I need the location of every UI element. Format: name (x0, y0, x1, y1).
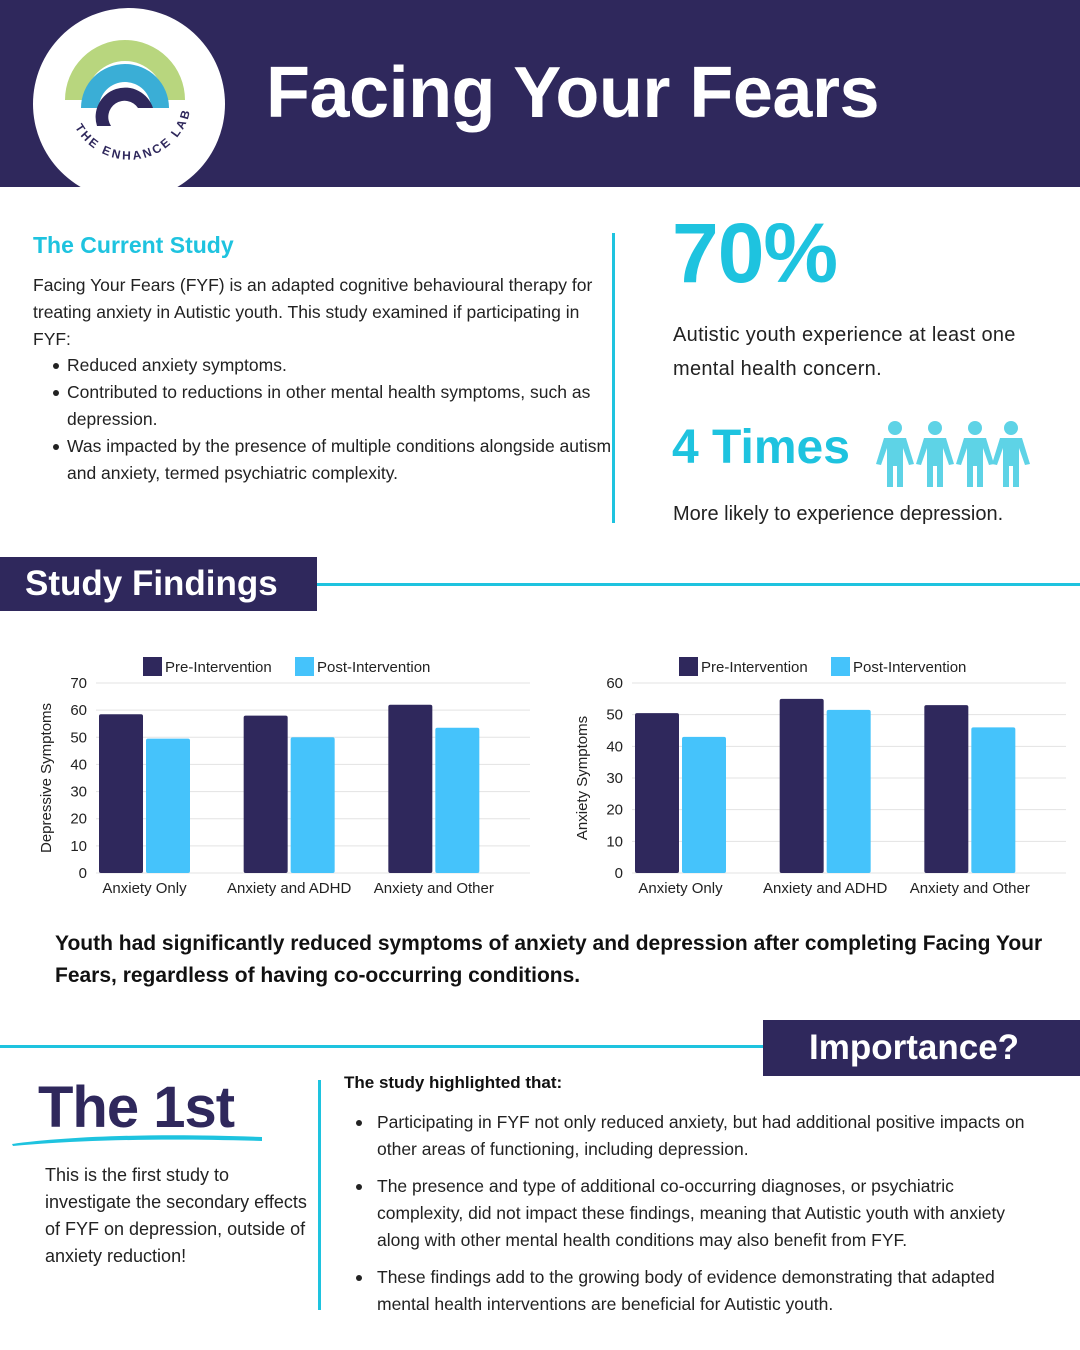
bar-post (435, 727, 480, 873)
vertical-divider (612, 233, 615, 523)
y-axis-label: Anxiety Symptoms (574, 716, 591, 840)
legend-label: Post-Intervention (853, 659, 966, 676)
x-tick-label: Anxiety and ADHD (227, 880, 351, 897)
list-item: These findings add to the growing body o… (344, 1264, 1044, 1318)
list-item: Contributed to reductions in other menta… (33, 379, 613, 433)
legend-label: Post-Intervention (317, 659, 430, 676)
legend-swatch (831, 657, 850, 676)
vertical-divider (318, 1080, 321, 1310)
importance-divider (0, 1045, 763, 1048)
x-tick-label: Anxiety and Other (910, 880, 1030, 897)
y-tick-label: 50 (70, 729, 87, 746)
y-tick-label: 20 (606, 802, 623, 819)
legend-label: Pre-Intervention (165, 659, 272, 676)
y-tick-label: 10 (606, 833, 623, 850)
y-tick-label: 30 (606, 770, 623, 787)
current-study-heading: The Current Study (33, 232, 234, 258)
bar-pre (635, 713, 679, 873)
findings-divider (317, 583, 1080, 586)
current-study-bullets: Reduced anxiety symptoms. Contributed to… (33, 352, 613, 487)
x-tick-label: Anxiety Only (102, 880, 187, 897)
current-study-intro: Facing Your Fears (FYF) is an adapted co… (33, 275, 593, 349)
bar-post (971, 727, 1016, 873)
y-tick-label: 40 (70, 756, 87, 773)
stat-percent-text: Autistic youth experience at least one m… (673, 324, 1016, 380)
stat-times: 4 Times (672, 421, 850, 474)
logo-graphic: THE ENHANCE LAB (65, 40, 193, 163)
x-tick-label: Anxiety and Other (374, 880, 494, 897)
enhance-lab-logo: THE ENHANCE LAB (33, 8, 225, 200)
y-axis-label: Depressive Symptoms (38, 703, 55, 853)
first-study-title: The 1st (38, 1075, 235, 1140)
y-tick-label: 10 (70, 838, 87, 855)
stat-times-text: More likely to experience depression. (673, 503, 1004, 525)
list-item: Was impacted by the presence of multiple… (33, 433, 613, 487)
header-banner: THE ENHANCE LAB Facing Your Fears (0, 0, 1080, 200)
anxiety-symptoms-chart: 0 10 20 30 40 50 60 Anxiety Symptoms Anxiety Onl… (574, 657, 1066, 897)
y-tick-label: 30 (70, 784, 87, 801)
y-tick-label: 60 (70, 702, 87, 719)
y-tick-label: 40 (606, 738, 623, 755)
bar-pre (99, 714, 143, 873)
list-item: Reduced anxiety symptoms. (33, 352, 613, 379)
depressive-symptoms-chart: 0 10 20 30 40 50 60 70 Depressive Symptoms Anxiet… (38, 657, 530, 897)
x-tick-label: Anxiety and ADHD (763, 880, 887, 897)
legend-swatch (295, 657, 314, 676)
importance-bullets: Participating in FYF not only reduced an… (344, 1109, 1044, 1328)
list-item: The presence and type of additional co-o… (344, 1173, 1044, 1254)
brush-underline (12, 1135, 262, 1146)
y-tick-label: 0 (615, 865, 623, 882)
legend-swatch (679, 657, 698, 676)
people-icon (876, 421, 1030, 487)
logo-text: THE ENHANCE LAB (72, 106, 191, 163)
bar-post (826, 709, 871, 873)
importance-banner: Importance? (763, 1020, 1080, 1076)
legend-label: Pre-Intervention (701, 659, 808, 676)
bar-pre (779, 698, 824, 873)
finding-statement: Youth had significantly reduced symptoms… (55, 932, 1043, 987)
page-title: Facing Your Fears (266, 53, 880, 133)
y-tick-label: 50 (606, 707, 623, 724)
importance-heading: The study highlighted that: (344, 1073, 563, 1092)
bar-post (146, 738, 190, 873)
list-item: Participating in FYF not only reduced an… (344, 1109, 1044, 1163)
study-findings-banner: Study Findings (0, 557, 317, 611)
y-tick-label: 60 (606, 675, 623, 692)
x-tick-label: Anxiety Only (638, 880, 723, 897)
stat-percent: 70% (672, 206, 838, 300)
bar-post (682, 736, 726, 873)
first-study-text: This is the first study to investigate t… (45, 1165, 307, 1266)
bar-post (290, 737, 335, 873)
bar-pre (388, 704, 433, 873)
svg-text:THE ENHANCE LAB: THE ENHANCE LAB (72, 106, 193, 163)
bar-pre (924, 705, 969, 873)
legend-swatch (143, 657, 162, 676)
y-tick-label: 70 (70, 675, 87, 692)
y-tick-label: 0 (79, 865, 87, 882)
bar-pre (243, 715, 288, 873)
y-tick-label: 20 (70, 811, 87, 828)
